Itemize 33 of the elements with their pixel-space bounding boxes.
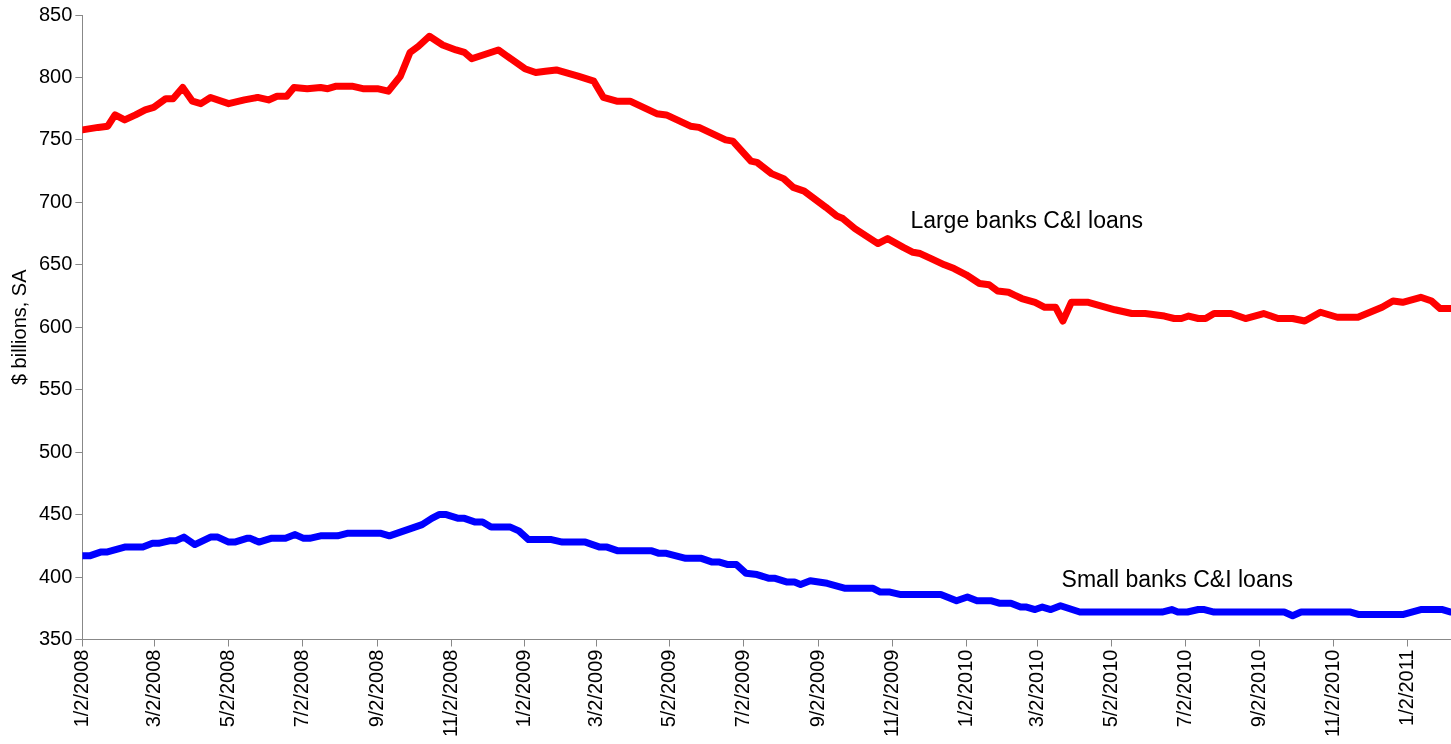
x-tick-label: 7/2/2010	[1172, 649, 1195, 728]
y-tick-label: 500	[38, 439, 73, 462]
x-tick-label: 9/2/2008	[364, 649, 387, 728]
y-tick-label: 550	[38, 377, 73, 400]
x-tick-label: 3/2/2008	[142, 649, 165, 728]
x-tick-label: 5/2/2008	[216, 649, 239, 728]
series-label: Small banks C&I loans	[1061, 565, 1293, 592]
y-tick-label: 400	[38, 564, 73, 587]
x-tick-label: 1/2/2009	[512, 649, 535, 728]
x-tick-label: 11/2/2009	[879, 649, 902, 738]
x-tick-label: 5/2/2009	[657, 649, 680, 728]
y-tick-label: 450	[38, 502, 73, 525]
x-tick-label: 11/2/2010	[1321, 649, 1344, 738]
x-tick-label: 7/2/2009	[731, 649, 754, 728]
x-tick-label: 9/2/2009	[806, 649, 829, 728]
y-tick-label: 600	[38, 314, 73, 337]
y-tick-label: 350	[38, 627, 73, 650]
y-tick-label: 850	[38, 2, 73, 25]
x-tick-label: 1/2/2011	[1394, 649, 1417, 726]
y-axis-title: $ billions, SA	[7, 268, 30, 386]
x-tick-label: 1/2/2008	[69, 649, 92, 728]
x-tick-label: 3/2/2009	[583, 649, 606, 728]
y-tick-label: 650	[38, 252, 73, 275]
y-tick-label: 800	[38, 64, 73, 87]
x-tick-label: 11/2/2008	[438, 649, 461, 738]
series-label: Large banks C&I loans	[910, 207, 1144, 234]
x-tick-label: 5/2/2010	[1098, 649, 1121, 728]
x-tick-label: 9/2/2010	[1247, 649, 1270, 728]
x-tick-label: 1/2/2010	[953, 649, 976, 728]
x-tick-label: 3/2/2010	[1025, 649, 1048, 728]
y-tick-label: 700	[38, 189, 73, 212]
x-tick-label: 7/2/2008	[289, 649, 312, 728]
y-tick-label: 750	[38, 127, 73, 150]
